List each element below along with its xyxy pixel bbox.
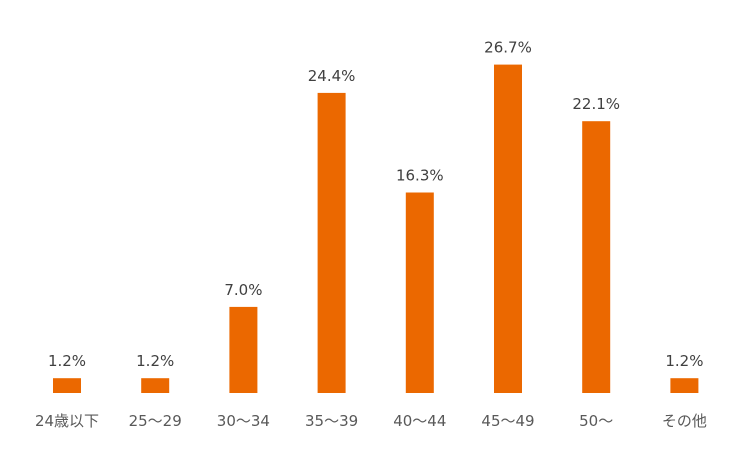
x-tick-label: 40～44 (393, 412, 446, 430)
bar (317, 92, 346, 394)
x-tick-label: 35～39 (305, 412, 358, 430)
data-label: 26.7% (484, 39, 532, 57)
bars-group (53, 64, 699, 394)
x-tick-label: 45～49 (481, 412, 534, 430)
bar (582, 121, 611, 393)
bar (405, 192, 434, 393)
value-labels-group: 1.2% 1.2% 7.0% 24.4% 16.3% 26.7% 22.1% 1.2% (48, 39, 704, 371)
data-label: 16.3% (396, 167, 444, 185)
data-label: 7.0% (224, 281, 262, 299)
data-label: 1.2% (136, 352, 174, 370)
x-tick-label: 30～34 (217, 412, 270, 430)
bar (229, 306, 258, 393)
data-label: 24.4% (308, 67, 356, 85)
data-label: 22.1% (572, 95, 620, 113)
x-tick-label: 25～29 (129, 412, 182, 430)
x-tick-label: 24歳以下 (35, 412, 99, 430)
bar (494, 64, 522, 393)
x-tick-label: 50～ (579, 412, 613, 430)
bar (53, 378, 81, 393)
x-tick-label: その他 (662, 412, 707, 430)
bar (141, 378, 170, 393)
bar (670, 378, 699, 393)
data-label: 1.2% (48, 352, 86, 370)
data-label: 1.2% (665, 352, 703, 370)
category-labels-group: 24歳以下 25～29 30～34 35～39 40～44 45～49 50～ その他 (35, 412, 707, 430)
